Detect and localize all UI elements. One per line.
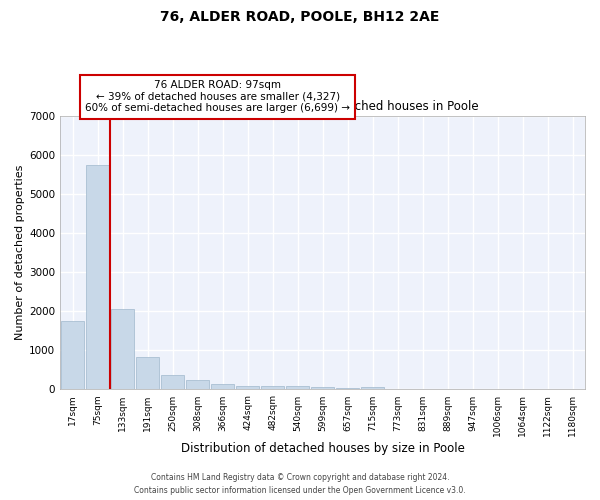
Bar bbox=[136, 358, 159, 390]
Bar bbox=[337, 388, 359, 390]
Title: Size of property relative to detached houses in Poole: Size of property relative to detached ho… bbox=[166, 100, 479, 114]
X-axis label: Distribution of detached houses by size in Poole: Distribution of detached houses by size … bbox=[181, 442, 464, 455]
Bar bbox=[361, 386, 384, 390]
Bar bbox=[61, 321, 84, 390]
Bar bbox=[112, 310, 134, 390]
Y-axis label: Number of detached properties: Number of detached properties bbox=[15, 165, 25, 340]
Text: 76, ALDER ROAD, POOLE, BH12 2AE: 76, ALDER ROAD, POOLE, BH12 2AE bbox=[160, 10, 440, 24]
Bar bbox=[187, 380, 209, 390]
Bar bbox=[286, 386, 309, 390]
Text: 76 ALDER ROAD: 97sqm
← 39% of detached houses are smaller (4,327)
60% of semi-de: 76 ALDER ROAD: 97sqm ← 39% of detached h… bbox=[85, 80, 350, 114]
Bar bbox=[262, 386, 284, 390]
Bar bbox=[161, 375, 184, 390]
Bar bbox=[311, 386, 334, 390]
Bar bbox=[86, 165, 109, 390]
Bar bbox=[211, 384, 234, 390]
Text: Contains HM Land Registry data © Crown copyright and database right 2024.
Contai: Contains HM Land Registry data © Crown c… bbox=[134, 474, 466, 495]
Bar bbox=[236, 386, 259, 390]
